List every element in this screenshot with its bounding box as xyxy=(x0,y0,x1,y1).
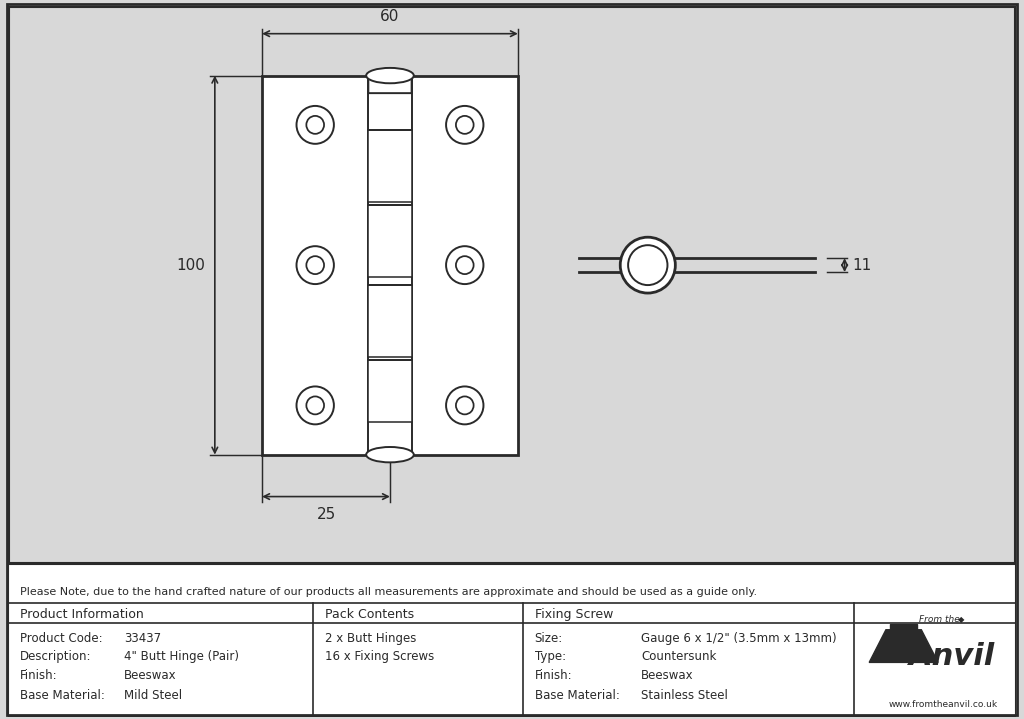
Text: Anvil: Anvil xyxy=(908,641,994,671)
Bar xyxy=(262,75,518,454)
Text: Product Code:: Product Code: xyxy=(20,631,102,645)
Text: ◆: ◆ xyxy=(957,615,965,624)
Text: Gauge 6 x 1/2" (3.5mm x 13mm): Gauge 6 x 1/2" (3.5mm x 13mm) xyxy=(641,631,837,645)
Text: 2 x Butt Hinges: 2 x Butt Hinges xyxy=(325,631,417,645)
Text: 4" Butt Hinge (Pair): 4" Butt Hinge (Pair) xyxy=(124,651,240,664)
Circle shape xyxy=(456,256,474,274)
Text: Please Note, due to the hand crafted nature of our products all measurements are: Please Note, due to the hand crafted nat… xyxy=(20,587,757,597)
Bar xyxy=(369,130,412,202)
Text: Description:: Description: xyxy=(20,651,91,664)
Bar xyxy=(369,206,412,277)
Text: Beeswax: Beeswax xyxy=(124,669,177,682)
Text: Beeswax: Beeswax xyxy=(641,669,693,682)
Text: From the: From the xyxy=(920,615,961,624)
Circle shape xyxy=(628,245,668,285)
Circle shape xyxy=(297,106,334,144)
Text: 100: 100 xyxy=(176,257,205,273)
Text: Product Information: Product Information xyxy=(20,608,143,621)
Bar xyxy=(369,285,412,357)
Text: 11: 11 xyxy=(852,257,871,273)
Circle shape xyxy=(621,237,676,293)
Circle shape xyxy=(446,106,483,144)
Circle shape xyxy=(456,116,474,134)
Text: Mild Steel: Mild Steel xyxy=(124,689,182,702)
Text: Base Material:: Base Material: xyxy=(20,689,104,702)
Circle shape xyxy=(297,386,334,424)
Text: Size:: Size: xyxy=(535,631,563,645)
Circle shape xyxy=(446,386,483,424)
Circle shape xyxy=(306,116,324,134)
Text: Stainless Steel: Stainless Steel xyxy=(641,689,728,702)
Text: Pack Contents: Pack Contents xyxy=(325,608,414,621)
Text: 16 x Fixing Screws: 16 x Fixing Screws xyxy=(325,651,434,664)
Circle shape xyxy=(456,396,474,414)
Ellipse shape xyxy=(367,447,414,462)
Text: Finish:: Finish: xyxy=(20,669,57,682)
Text: Countersunk: Countersunk xyxy=(641,651,716,664)
Text: www.fromtheanvil.co.uk: www.fromtheanvil.co.uk xyxy=(889,700,998,709)
Circle shape xyxy=(306,256,324,274)
Polygon shape xyxy=(869,630,938,662)
Text: Finish:: Finish: xyxy=(535,669,572,682)
Circle shape xyxy=(297,246,334,284)
Polygon shape xyxy=(890,624,918,630)
Circle shape xyxy=(306,396,324,414)
Text: 25: 25 xyxy=(316,507,336,521)
Text: Type:: Type: xyxy=(535,651,565,664)
FancyBboxPatch shape xyxy=(369,75,412,93)
Bar xyxy=(369,360,412,422)
Text: 60: 60 xyxy=(380,9,399,24)
Text: Fixing Screw: Fixing Screw xyxy=(535,608,613,621)
Text: Base Material:: Base Material: xyxy=(535,689,620,702)
Ellipse shape xyxy=(367,68,414,83)
Text: 33437: 33437 xyxy=(124,631,162,645)
Circle shape xyxy=(446,246,483,284)
